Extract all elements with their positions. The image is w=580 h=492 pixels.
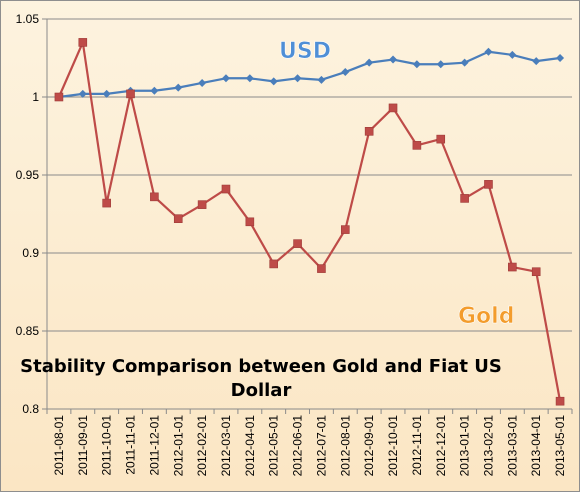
gold-point (293, 239, 302, 248)
gold-point (197, 200, 207, 209)
gridlines (47, 18, 572, 332)
gold-point (221, 184, 231, 194)
y-tick-labels: 0.8 0.85 0.9 0.95 1 1.05 (16, 12, 40, 416)
usd-point (341, 68, 350, 77)
usd-point (78, 89, 87, 98)
x-tick-label: 2011-10-01 (100, 415, 114, 476)
gold-point (126, 89, 135, 99)
x-tick-label: 2013-04-01 (529, 415, 543, 477)
x-tick-label: 2013-05-01 (553, 415, 567, 477)
x-tick-label: 2012-01-01 (171, 415, 185, 477)
gold-point (317, 264, 326, 273)
gold-point (54, 92, 64, 102)
x-tick-label: 2012-07-01 (314, 415, 328, 477)
gold-point (484, 180, 493, 189)
x-tick-label: 2012-04-01 (243, 415, 257, 477)
x-tick-label: 2012-06-01 (291, 415, 305, 477)
chart-title: Stability Comparison between Gold and Fi… (20, 356, 502, 401)
gold-point (412, 141, 422, 150)
chart-title-line-2: Dollar (231, 380, 292, 401)
usd-point (317, 75, 326, 84)
x-tick-label: 2013-02-01 (481, 415, 495, 477)
usd-point (484, 47, 493, 56)
x-tick-label: 2013-03-01 (505, 415, 519, 477)
usd-point (365, 58, 374, 67)
gold-point (460, 194, 469, 203)
usd-point (174, 83, 183, 92)
gold-point (269, 259, 279, 269)
x-tick-labels: 2011-08-01 2011-09-01 2011-10-01 2011-11-01… (52, 415, 567, 477)
y-tick-label: 1.05 (16, 12, 40, 26)
usd-point (532, 57, 541, 66)
gold-point (388, 103, 398, 113)
x-tick-label: 2012-08-01 (338, 415, 352, 477)
chart-title-line-1: Stability Comparison between Gold and Fi… (20, 356, 502, 377)
gold-point (78, 38, 88, 47)
x-tick-label: 2012-05-01 (267, 415, 281, 477)
y-tick-label: 0.9 (22, 246, 39, 260)
x-tick-label: 2011-12-01 (147, 415, 161, 476)
y-tick-label: 0.95 (16, 168, 40, 182)
gold-point (555, 396, 565, 406)
gold-point (340, 225, 350, 234)
x-tick-label: 2013-01-01 (458, 415, 472, 477)
x-tick-label: 2012-10-01 (386, 415, 400, 477)
y-tick-label: 0.85 (16, 324, 40, 338)
gold-point (102, 198, 111, 208)
x-tick-label: 2011-08-01 (52, 415, 66, 476)
axes (42, 18, 573, 414)
x-tick-label: 2012-11-01 (410, 415, 424, 476)
gold-series-line (57, 41, 562, 402)
gold-point (173, 214, 183, 223)
usd-point (556, 54, 565, 62)
series-layer (54, 38, 565, 406)
usd-point (436, 60, 445, 69)
gold-series-label: Gold (458, 304, 514, 329)
usd-point (269, 77, 278, 86)
gold-point (436, 134, 446, 144)
gold-point (245, 217, 255, 227)
usd-point (293, 74, 302, 83)
x-tick-label: 2011-11-01 (124, 415, 138, 475)
y-tick-label: 1 (32, 90, 39, 104)
gold-point (531, 267, 541, 277)
y-tick-label: 0.8 (22, 402, 39, 416)
usd-point (389, 55, 398, 64)
usd-point (198, 78, 207, 87)
usd-point (245, 74, 254, 83)
gold-point (150, 192, 159, 202)
usd-series-line (58, 50, 561, 99)
usd-point (150, 86, 159, 95)
gold-point (508, 262, 517, 272)
x-tick-label: 2011-09-01 (76, 415, 90, 476)
x-tick-label: 2012-12-01 (434, 415, 448, 477)
x-tick-label: 2012-02-01 (195, 415, 209, 477)
usd-series-label: USD (279, 39, 331, 64)
usd-point (460, 58, 469, 67)
x-tick-label: 2012-03-01 (219, 415, 233, 477)
usd-point (221, 74, 230, 83)
usd-point (412, 60, 421, 69)
gold-point (364, 127, 374, 136)
x-tick-label: 2012-09-01 (362, 415, 376, 477)
usd-point (102, 89, 111, 98)
usd-point (508, 50, 517, 59)
